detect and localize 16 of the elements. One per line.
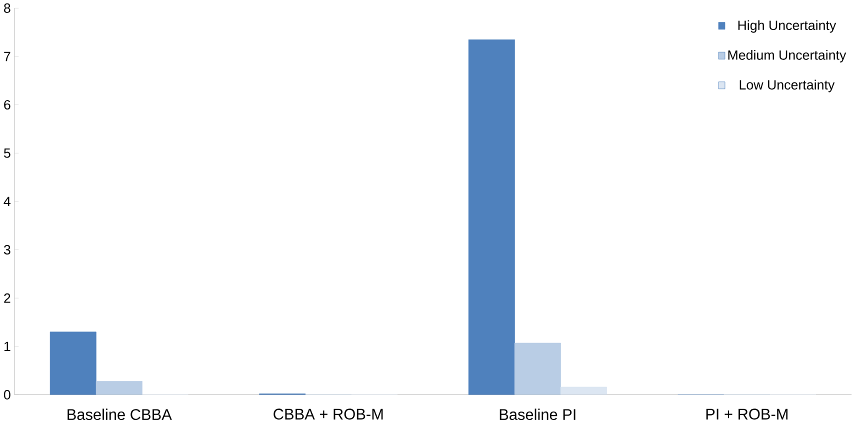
y-tick-label: 5 — [4, 148, 10, 158]
x-tick-label: Baseline CBBA — [68, 408, 172, 420]
x-tick-label: PI + ROB-M — [706, 408, 788, 420]
x-tick-label: CBBA + ROB-M — [274, 408, 383, 420]
y-tick-label: 2 — [4, 293, 10, 303]
y-tick-label: 0 — [4, 390, 10, 400]
y-tick-label: 7 — [4, 52, 10, 61]
y-tick-label: 3 — [4, 244, 10, 254]
y-tick-label: 8 — [4, 3, 10, 13]
legend-label: Medium Uncertainty — [728, 50, 846, 62]
legend-label: Low Uncertainty — [740, 80, 835, 92]
x-tick-label: Baseline PI — [500, 408, 576, 420]
y-tick-label: 1 — [4, 342, 10, 351]
y-tick-label: 4 — [4, 196, 10, 206]
y-tick-label: 6 — [4, 100, 10, 110]
legend-label: High Uncertainty — [738, 20, 836, 32]
